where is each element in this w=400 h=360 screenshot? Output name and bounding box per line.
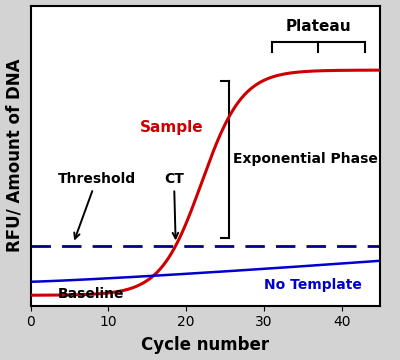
Text: Baseline: Baseline: [58, 287, 124, 301]
Text: Exponential Phase: Exponential Phase: [233, 152, 378, 166]
Text: Threshold: Threshold: [58, 172, 136, 239]
Text: CT: CT: [164, 172, 184, 238]
Y-axis label: RFU/ Amount of DNA: RFU/ Amount of DNA: [6, 59, 24, 252]
X-axis label: Cycle number: Cycle number: [142, 337, 270, 355]
Text: Plateau: Plateau: [286, 19, 351, 34]
Text: Sample: Sample: [139, 120, 203, 135]
Text: No Template: No Template: [264, 278, 362, 292]
